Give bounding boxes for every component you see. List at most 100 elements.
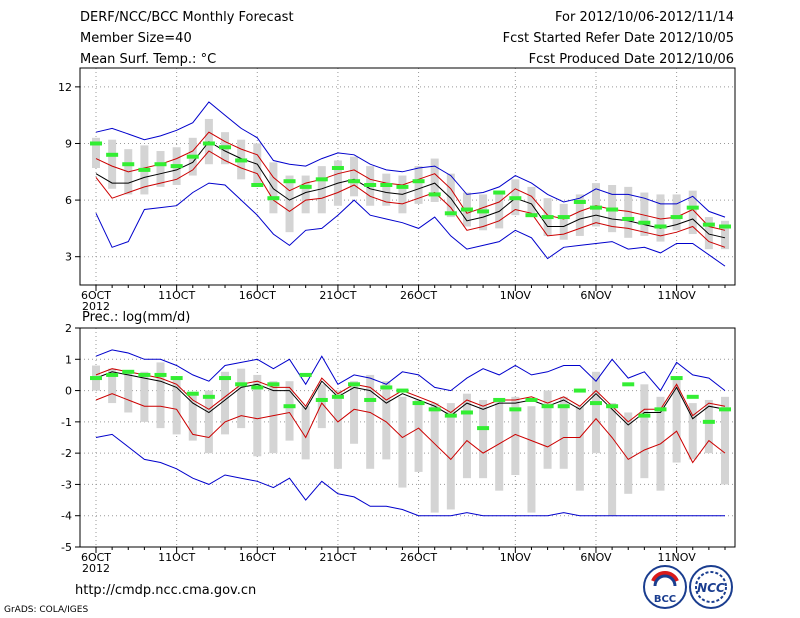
prec-box-4 [156, 362, 165, 429]
prec-box-18 [382, 381, 391, 460]
temp-median-mark-11 [267, 196, 280, 201]
temp-box-20 [414, 166, 423, 204]
temp-box-11 [269, 162, 278, 214]
header-left: DERF/NCC/BCC Monthly Forecast Member Siz… [80, 10, 294, 73]
temp-median-mark-29 [557, 215, 570, 220]
prec-median-mark-30 [573, 388, 586, 393]
temp-median-mark-36 [670, 215, 683, 220]
temp-xtick-label-7: 11NOV [658, 289, 697, 302]
prec-xtick-label-6: 6NOV [580, 551, 612, 564]
temp-median-mark-4 [154, 162, 167, 167]
temp-median-mark-17 [364, 182, 377, 187]
temp-median-mark-31 [589, 205, 602, 210]
temp-max-line [95, 101, 726, 218]
temp-median-mark-6 [186, 154, 199, 159]
ncc-logo-text: NCC [697, 581, 725, 595]
temp-median-mark-32 [606, 207, 619, 212]
prec-median-mark-23 [460, 410, 473, 415]
temp-box-29 [559, 203, 568, 240]
temp-median-mark-37 [686, 205, 699, 210]
prec-box-25 [495, 399, 504, 491]
temp-xtick-label-4: 26OCT [400, 289, 437, 302]
temp-xtick-label-5: 1NOV [500, 289, 532, 302]
prec-median-mark-12 [283, 404, 296, 409]
prec-box-12 [285, 381, 294, 441]
prec-median-mark-17 [364, 397, 377, 402]
prec-median-mark-37 [686, 394, 699, 399]
prec-median-mark-8 [219, 376, 232, 381]
temp-box-13 [301, 175, 310, 214]
prec-xtick-label-0: 6OCT [81, 551, 111, 564]
temp-median-mark-27 [525, 213, 538, 218]
prec-ytick-label-7: 2 [65, 322, 72, 335]
prec-box-34 [640, 384, 649, 479]
temp-median-mark-8 [219, 145, 232, 150]
prec-box-8 [221, 371, 230, 435]
temp-xtick-label-6: 6NOV [580, 289, 612, 302]
prec-box-24 [479, 399, 488, 479]
prec-box-13 [301, 406, 310, 460]
prec-median-mark-35 [654, 407, 667, 412]
temp-frame [79, 67, 736, 286]
temp-median-mark-14 [315, 177, 328, 182]
prec-box-39 [721, 396, 729, 485]
temp-box-37 [688, 190, 697, 235]
temp-ytick-label-1: 6 [65, 194, 72, 207]
temp-box-34 [640, 192, 649, 236]
member-size: Member Size=40 [80, 31, 192, 46]
prec-median-mark-18 [380, 385, 393, 390]
temp-median-mark-35 [654, 224, 667, 229]
prec-median-mark-36 [670, 376, 683, 381]
temp-box-18 [382, 173, 391, 206]
temp-median-mark-18 [380, 182, 393, 187]
temp-min-line [95, 182, 726, 267]
prec-year-label: 2012 [82, 562, 110, 575]
temp-median-mark-19 [396, 184, 409, 189]
temp-median-mark-25 [493, 190, 506, 195]
prec-box-26 [511, 396, 520, 476]
temp-box-12 [285, 175, 294, 233]
prec-median-mark-19 [396, 388, 409, 393]
temp-median-mark-28 [541, 215, 554, 220]
prec-box-27 [527, 406, 536, 513]
variable-label: Mean Surf. Temp.: °C [80, 52, 217, 67]
temp-median-mark-21 [428, 192, 441, 197]
temp-spread-high-line [95, 131, 726, 231]
temp-median-mark-38 [702, 222, 715, 227]
prec-xtick-label-2: 16OCT [239, 551, 276, 564]
temp-median-mark-22 [444, 211, 457, 216]
prec-xtick-label-5: 1NOV [500, 551, 532, 564]
temp-box-16 [350, 156, 359, 197]
prec-box-23 [462, 393, 471, 479]
prec-median-mark-10 [251, 385, 264, 390]
source-url[interactable]: http://cmdp.ncc.cma.gov.cn [75, 583, 257, 598]
temp-box-27 [527, 186, 536, 216]
prec-box-15 [333, 390, 342, 469]
prec-ytick-label-5: 0 [65, 385, 72, 398]
prec-box-14 [317, 384, 326, 429]
prec-box-1 [108, 368, 117, 404]
prec-median-mark-5 [170, 376, 183, 381]
prec-median-mark-20 [412, 401, 425, 406]
temp-box-39 [721, 220, 729, 250]
temp-median-mark-26 [509, 196, 522, 201]
temp-median-mark-33 [622, 216, 635, 221]
prec-median-mark-11 [267, 382, 280, 387]
prec-ytick-label-1: -4 [61, 510, 72, 523]
prec-box-29 [559, 396, 568, 469]
prec-median-mark-29 [557, 404, 570, 409]
prec-median-mark-4 [154, 372, 167, 377]
prec-box-22 [446, 403, 455, 510]
temp-box-38 [704, 217, 713, 250]
bcc-logo: BCC [643, 565, 687, 609]
prec-box-5 [172, 378, 181, 435]
prec-frame [79, 327, 736, 548]
temp-median-mark-7 [202, 141, 215, 146]
temp-box-35 [656, 194, 665, 242]
prec-ytick-label-6: 1 [65, 353, 72, 366]
temp-box-33 [624, 186, 633, 238]
temp-ytick-label-2: 9 [65, 137, 72, 150]
ncc-logo: NCC [689, 565, 733, 609]
prec-median-mark-21 [428, 407, 441, 412]
prec-box-33 [624, 412, 633, 494]
